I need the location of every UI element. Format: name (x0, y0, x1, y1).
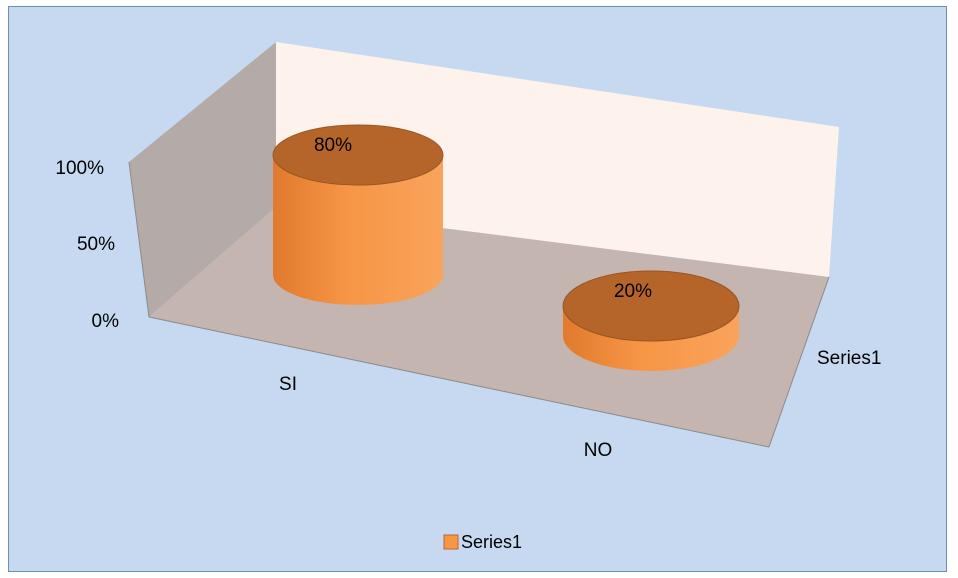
plot-walls (128, 42, 839, 448)
floor-edge (768, 276, 830, 448)
bar-body (273, 155, 443, 305)
bar-top (562, 270, 740, 342)
bar-cylinder: 80% (272, 124, 444, 305)
data-label: 20% (614, 281, 652, 302)
side-wall (129, 42, 276, 317)
value-axis-line (128, 161, 150, 318)
data-label: 80% (314, 135, 352, 156)
category-label: SI (279, 374, 297, 395)
y-tick-label: 0% (92, 311, 120, 332)
series-bars: 80% 20% (272, 124, 740, 371)
category-axis: SI NO Series1 (279, 348, 881, 461)
chart-svg: 100% 50% 0% 80% 20% SI NO Series1 Series1 (55, 42, 881, 552)
legend-swatch (443, 534, 459, 550)
chart-area: 100% 50% 0% 80% 20% SI NO Series1 Series1 (8, 6, 947, 572)
y-tick-label: 100% (55, 158, 104, 179)
bar-cylinder: 20% (562, 270, 740, 371)
bar-top (272, 124, 444, 186)
category-label: NO (584, 440, 613, 461)
depth-axis-label: Series1 (817, 348, 881, 369)
legend-label: Series1 (461, 532, 522, 552)
value-axis: 100% 50% 0% (55, 158, 119, 332)
legend: Series1 (443, 532, 522, 552)
y-tick-label: 50% (77, 234, 115, 255)
floor-front-edge (148, 316, 770, 448)
